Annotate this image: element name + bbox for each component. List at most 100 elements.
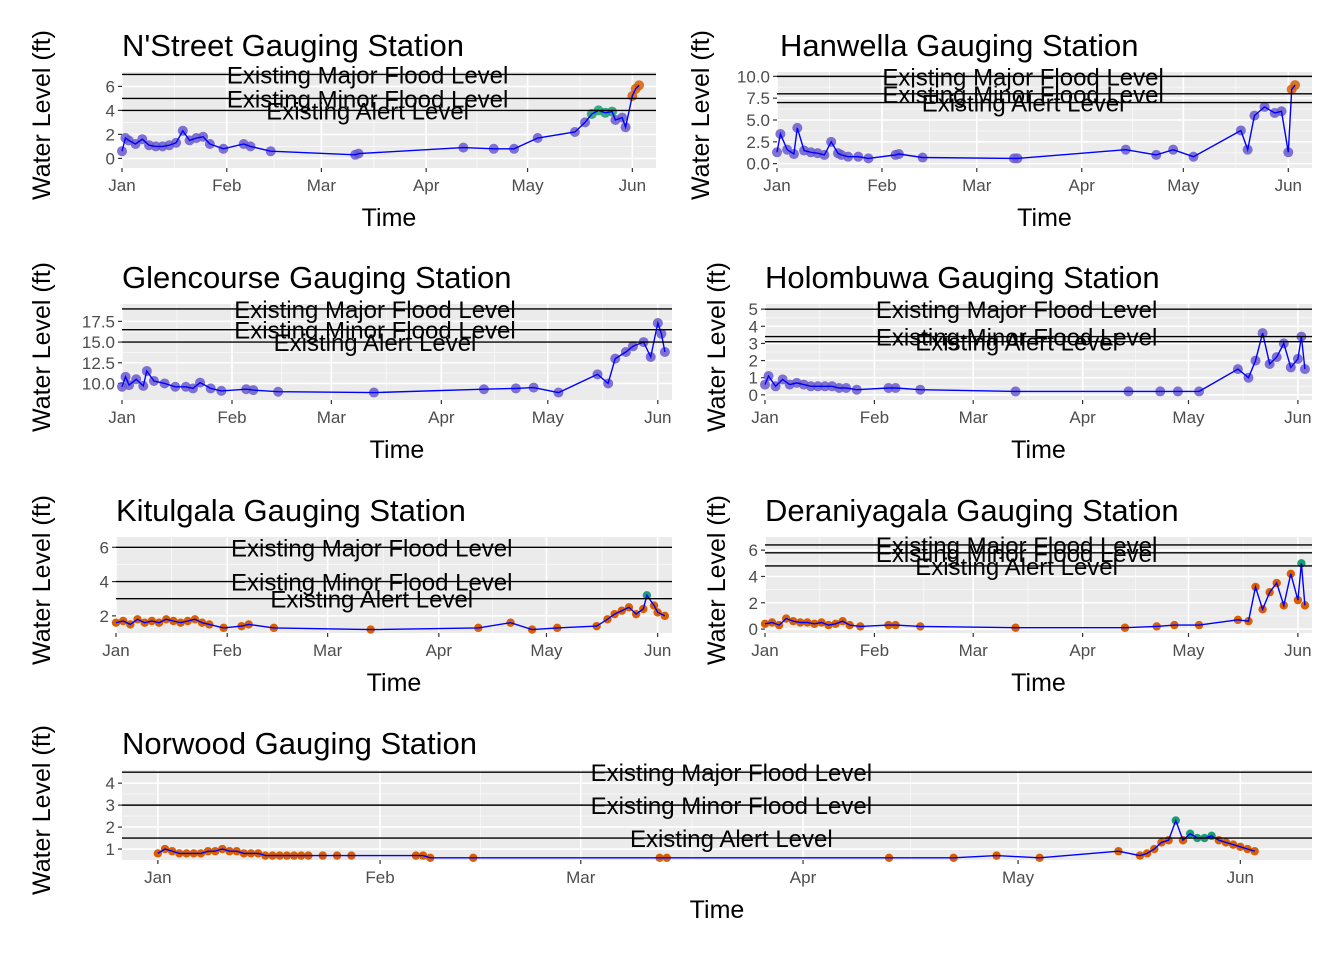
x-tick-label: Jun (1284, 408, 1311, 427)
y-tick-label: 12.5 (82, 354, 115, 373)
series-line (764, 332, 1306, 393)
series-line (776, 84, 1296, 160)
y-axis-label: Water Level (ft) (687, 30, 715, 200)
x-tick-label: Feb (213, 641, 242, 660)
x-tick-label: Apr (1069, 176, 1096, 195)
y-axis-label: Water Level (ft) (28, 262, 56, 432)
x-tick-label: Jan (751, 641, 778, 660)
y-tick-label: 1 (749, 369, 758, 388)
y-axis-label: Water Level (ft) (28, 725, 56, 895)
reference-line-label: Existing Major Flood Level (882, 64, 1163, 91)
x-tick-label: Feb (867, 176, 896, 195)
reference-line-label: Existing Major Flood Level (231, 535, 512, 562)
x-axis-label: Time (1017, 204, 1072, 232)
y-tick-label: 2 (106, 818, 115, 837)
reference-line-label: Existing Minor Flood Level (231, 570, 512, 597)
reference-line-label: Existing Alert Level (266, 98, 469, 125)
x-tick-label: Jun (619, 176, 646, 195)
x-tick-label: Apr (428, 408, 455, 427)
reference-line-label: Existing Major Flood Level (876, 533, 1157, 560)
y-axis-label: Water Level (ft) (28, 30, 56, 200)
panel-background (116, 537, 672, 633)
x-tick-label: Jun (1227, 868, 1254, 887)
data-point (660, 611, 670, 621)
x-tick-label: Jan (751, 408, 778, 427)
x-tick-label: Feb (365, 868, 394, 887)
x-tick-label: Jan (108, 176, 135, 195)
panel-background (122, 770, 1312, 860)
reference-line-label: Existing Alert Level (922, 91, 1125, 118)
reference-line-label: Existing Alert Level (274, 330, 477, 357)
x-tick-label: Feb (217, 408, 246, 427)
y-axis-label: Water Level (ft) (28, 495, 56, 665)
series-line (115, 593, 666, 631)
y-tick-label: 2 (100, 607, 109, 626)
x-tick-label: May (1172, 641, 1205, 660)
x-tick-label: Mar (959, 641, 989, 660)
x-axis-label: Time (367, 669, 422, 697)
chart-title: Hanwella Gauging Station (780, 28, 1138, 63)
reference-line-label: Existing Alert Level (915, 330, 1118, 357)
y-tick-label: 0 (749, 386, 758, 405)
x-tick-label: May (1167, 176, 1200, 195)
y-tick-label: 4 (749, 317, 758, 336)
data-point (659, 347, 670, 357)
y-tick-label: 10.0 (82, 374, 115, 393)
y-tick-label: 0.0 (746, 155, 770, 174)
series-line (764, 563, 1306, 629)
x-tick-label: Feb (212, 176, 241, 195)
y-tick-label: 0 (749, 620, 758, 639)
x-tick-label: Apr (1069, 408, 1096, 427)
x-tick-label: Apr (1069, 641, 1096, 660)
y-tick-label: 2 (749, 594, 758, 613)
x-tick-label: Jan (763, 176, 790, 195)
x-axis-label: Time (1011, 669, 1066, 697)
x-tick-label: May (1172, 408, 1205, 427)
reference-line-label: Existing Minor Flood Level (876, 325, 1157, 352)
reference-line-label: Existing Alert Level (270, 587, 473, 614)
x-tick-label: Mar (313, 641, 343, 660)
panel-5: 0 2 4 6 Jan Feb Mar Apr May Jun Existing Major Flo… (703, 493, 1312, 697)
y-tick-label: 4 (106, 774, 115, 793)
chart-title: Norwood Gauging Station (122, 726, 477, 761)
y-axis-label: Water Level (ft) (703, 495, 731, 665)
y-tick-label: 6 (100, 538, 109, 557)
y-tick-label: 2 (749, 352, 758, 371)
chart-title: N'Street Gauging Station (122, 28, 464, 63)
reference-line-label: Existing Minor Flood Level (234, 318, 515, 345)
x-tick-label: Jan (144, 868, 171, 887)
x-axis-label: Time (370, 436, 425, 464)
minor-gridlines (777, 72, 1312, 168)
reference-line-label: Existing Minor Flood Level (227, 86, 508, 113)
y-tick-label: 15.0 (82, 333, 115, 352)
reference-line-label: Existing Minor Flood Level (882, 82, 1163, 109)
data-point (111, 618, 121, 627)
x-tick-label: Jun (644, 408, 671, 427)
series-line (121, 320, 666, 394)
panel-6: 1 2 3 4 Jan Feb Mar Apr May Jun Existing Major Flo… (28, 725, 1312, 924)
chart-title: Deraniyagala Gauging Station (765, 493, 1179, 528)
chart-title: Holombuwa Gauging Station (765, 260, 1160, 295)
reference-line-label: Existing Major Flood Level (227, 62, 508, 89)
y-tick-label: 4 (106, 101, 115, 120)
y-axis-label: Water Level (ft) (703, 262, 731, 432)
data-point (1299, 364, 1310, 375)
x-tick-label: Jun (1275, 176, 1302, 195)
x-tick-label: Apr (426, 641, 453, 660)
x-tick-label: Mar (962, 176, 992, 195)
x-tick-label: Mar (307, 176, 337, 195)
y-tick-label: 5.0 (746, 111, 770, 130)
x-tick-label: Mar (566, 868, 596, 887)
y-tick-label: 3 (106, 796, 115, 815)
x-tick-label: Jun (1284, 641, 1311, 660)
x-tick-label: Mar (317, 408, 347, 427)
panel-4: 2 4 6 Jan Feb Mar Apr May Jun Existing Major Floo… (28, 493, 672, 697)
x-axis-label: Time (362, 204, 417, 232)
x-tick-label: May (512, 176, 545, 195)
reference-line-label: Existing Minor Flood Level (591, 793, 872, 820)
reference-line-label: Existing Alert Level (915, 554, 1118, 581)
y-tick-label: 4 (749, 567, 758, 586)
y-tick-label: 7.5 (746, 89, 770, 108)
